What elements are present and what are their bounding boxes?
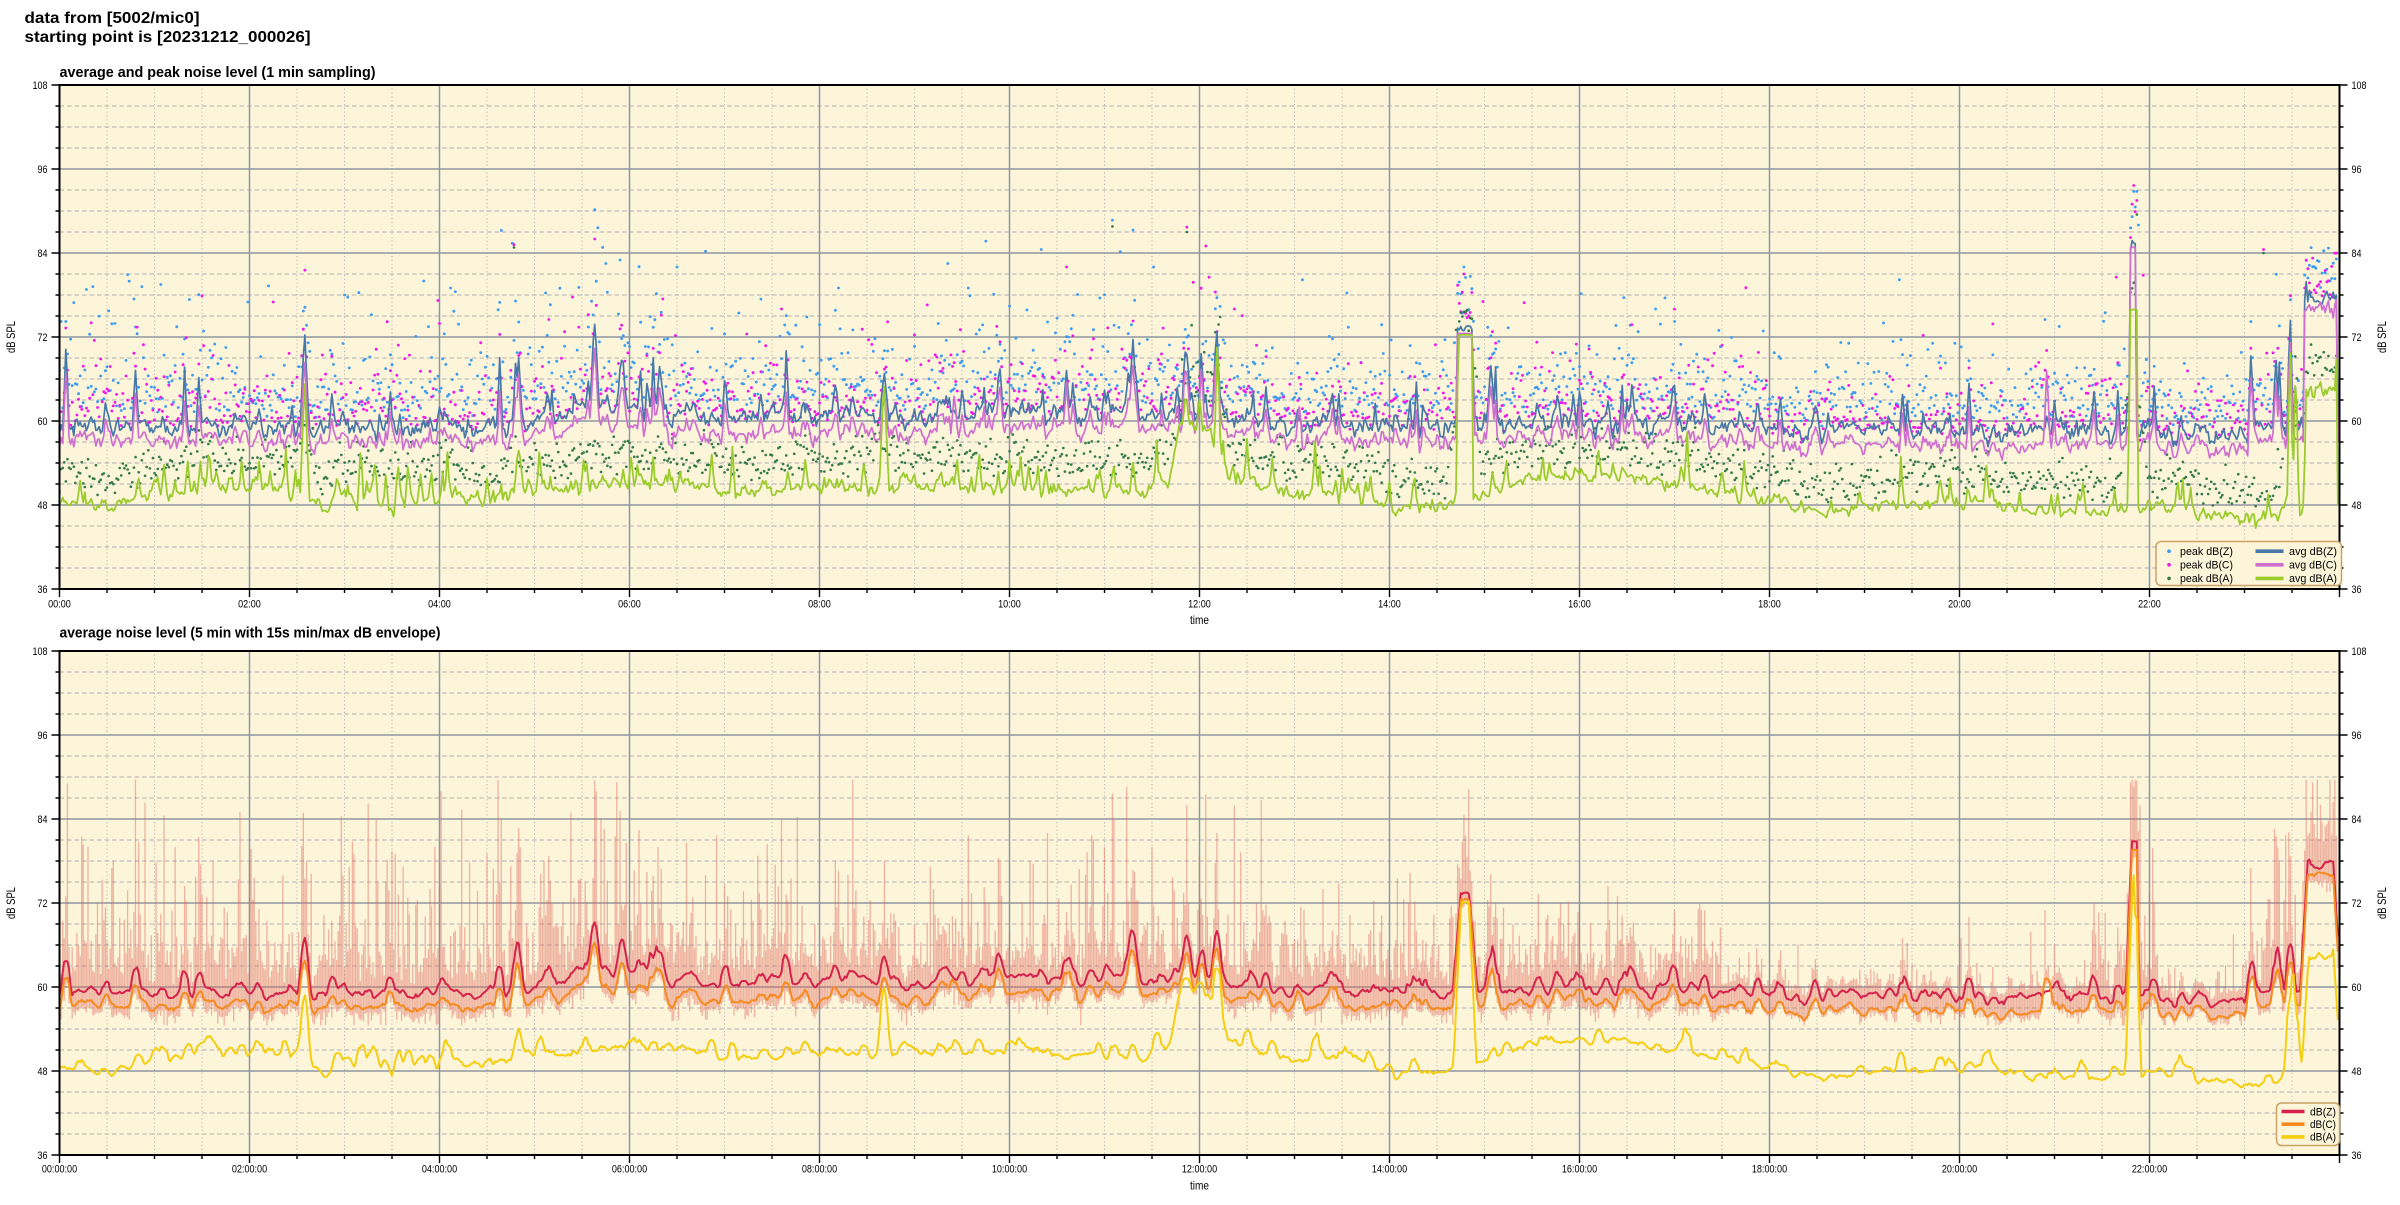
svg-text:72: 72 (38, 898, 48, 910)
svg-text:36: 36 (2352, 584, 2362, 596)
svg-text:108: 108 (33, 646, 48, 658)
svg-text:36: 36 (38, 584, 48, 596)
svg-text:72: 72 (2352, 332, 2362, 344)
svg-text:20:00: 20:00 (1948, 599, 1971, 611)
svg-text:84: 84 (38, 248, 48, 260)
svg-text:108: 108 (33, 80, 48, 92)
svg-text:dB SPL: dB SPL (4, 887, 18, 919)
svg-text:00:00:00: 00:00:00 (42, 1164, 77, 1176)
svg-text:84: 84 (38, 814, 48, 826)
svg-text:108: 108 (2352, 80, 2367, 92)
svg-text:time: time (1190, 613, 1209, 627)
svg-text:avg dB(Z): avg dB(Z) (2289, 546, 2337, 558)
svg-text:dB(A): dB(A) (2310, 1132, 2336, 1144)
svg-text:60: 60 (38, 982, 48, 994)
svg-text:10:00: 10:00 (998, 599, 1021, 611)
svg-text:60: 60 (2352, 982, 2362, 994)
svg-text:dB SPL: dB SPL (4, 321, 18, 353)
svg-text:60: 60 (38, 416, 48, 428)
svg-text:avg dB(A): avg dB(A) (2289, 573, 2337, 585)
svg-text:12:00: 12:00 (1188, 599, 1211, 611)
svg-text:48: 48 (2352, 1066, 2362, 1078)
svg-text:peak dB(Z): peak dB(Z) (2180, 546, 2233, 558)
svg-text:16:00: 16:00 (1568, 599, 1591, 611)
svg-text:84: 84 (2352, 814, 2362, 826)
svg-text:06:00:00: 06:00:00 (612, 1164, 647, 1176)
svg-text:84: 84 (2352, 248, 2362, 260)
svg-text:48: 48 (38, 1066, 48, 1078)
svg-text:02:00: 02:00 (238, 599, 261, 611)
svg-text:starting point is [20231212_00: starting point is [20231212_000026] (25, 29, 311, 46)
svg-text:16:00:00: 16:00:00 (1562, 1164, 1597, 1176)
svg-text:96: 96 (2352, 730, 2362, 742)
svg-text:14:00: 14:00 (1378, 599, 1401, 611)
svg-text:10:00:00: 10:00:00 (992, 1164, 1027, 1176)
svg-text:04:00:00: 04:00:00 (422, 1164, 457, 1176)
svg-text:dB SPL: dB SPL (2375, 887, 2389, 919)
svg-text:08:00: 08:00 (808, 599, 831, 611)
svg-text:00:00: 00:00 (48, 599, 71, 611)
svg-text:average noise level (5 min wit: average noise level (5 min with 15s min/… (60, 625, 441, 642)
svg-text:48: 48 (38, 500, 48, 512)
svg-text:22:00: 22:00 (2138, 599, 2161, 611)
svg-text:dB(Z): dB(Z) (2310, 1106, 2336, 1118)
svg-text:72: 72 (2352, 898, 2362, 910)
svg-text:peak dB(A): peak dB(A) (2180, 573, 2233, 585)
svg-text:08:00:00: 08:00:00 (802, 1164, 837, 1176)
svg-text:average and peak noise level (: average and peak noise level (1 min samp… (60, 64, 376, 81)
svg-text:72: 72 (38, 332, 48, 344)
svg-text:04:00: 04:00 (428, 599, 451, 611)
svg-text:avg dB(C): avg dB(C) (2289, 560, 2337, 572)
svg-text:dB SPL: dB SPL (2375, 321, 2389, 353)
svg-text:20:00:00: 20:00:00 (1942, 1164, 1977, 1176)
svg-text:18:00: 18:00 (1758, 599, 1781, 611)
svg-text:18:00:00: 18:00:00 (1752, 1164, 1787, 1176)
svg-text:96: 96 (38, 164, 48, 176)
svg-text:12:00:00: 12:00:00 (1182, 1164, 1217, 1176)
svg-text:time: time (1190, 1179, 1209, 1193)
svg-text:data from [5002/mic0]: data from [5002/mic0] (25, 10, 200, 27)
svg-text:36: 36 (2352, 1150, 2362, 1162)
svg-text:36: 36 (38, 1150, 48, 1162)
svg-text:48: 48 (2352, 500, 2362, 512)
svg-text:dB(C): dB(C) (2310, 1119, 2336, 1131)
svg-text:02:00:00: 02:00:00 (232, 1164, 267, 1176)
svg-text:14:00:00: 14:00:00 (1372, 1164, 1407, 1176)
svg-text:peak dB(C): peak dB(C) (2180, 560, 2233, 572)
svg-text:22:00:00: 22:00:00 (2132, 1164, 2167, 1176)
svg-text:108: 108 (2352, 646, 2367, 658)
svg-text:96: 96 (2352, 164, 2362, 176)
svg-text:96: 96 (38, 730, 48, 742)
svg-text:06:00: 06:00 (618, 599, 641, 611)
svg-text:60: 60 (2352, 416, 2362, 428)
